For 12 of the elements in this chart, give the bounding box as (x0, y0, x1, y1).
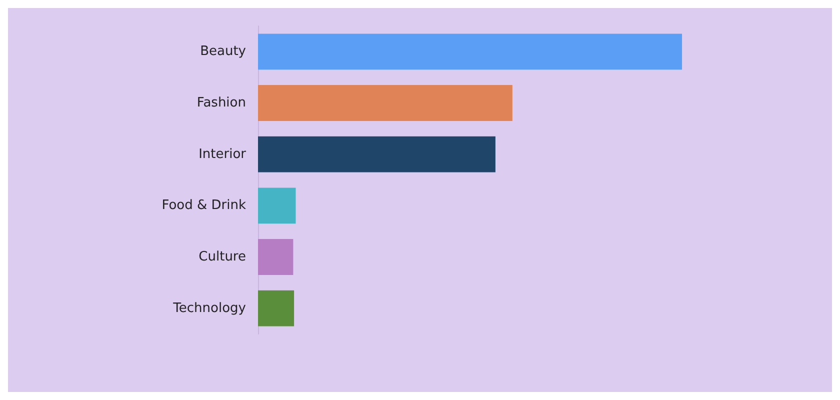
y-tick-label: Culture (198, 250, 246, 264)
y-tick-label: Interior (198, 146, 247, 162)
y-tick-label: Technology (172, 300, 246, 316)
y-tick-label: Fashion (196, 96, 246, 110)
bar (258, 239, 294, 275)
y-tick-label: Beauty (200, 44, 246, 60)
bar (258, 188, 296, 224)
y-tick-label: Food & Drink (162, 198, 246, 214)
bar (258, 290, 294, 326)
bar (258, 136, 496, 172)
bar (258, 85, 512, 121)
bar (258, 34, 682, 70)
